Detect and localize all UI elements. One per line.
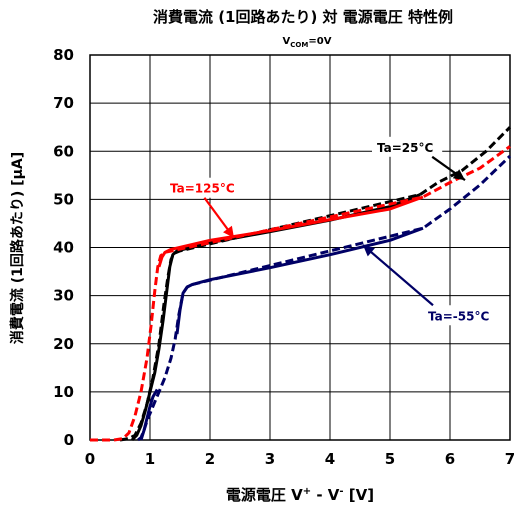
x-tick-label-3: 3 (265, 450, 275, 468)
x-axis-label-prefix: 電源電圧 V (226, 486, 303, 504)
series-ta-minus55-solid-line (139, 388, 159, 441)
annotation-0-arrow-head (223, 225, 234, 238)
x-tick-label-5: 5 (385, 450, 395, 468)
chart-subtitle: VCOM=0V (283, 36, 332, 49)
annotation-2-arrow-line (362, 244, 434, 307)
series-ta125-dashed-line (90, 145, 511, 442)
annotation-2-label: Ta=-55°C (428, 309, 489, 323)
y-tick-label-7: 70 (53, 94, 74, 112)
y-tick-label-3: 30 (53, 287, 74, 305)
chart-subtitle-rest: =0V (308, 36, 331, 47)
chart-subtitle-main: V (283, 36, 291, 47)
annotation-1-arrow-head (452, 169, 465, 181)
annotation-1-label: Ta=25°C (377, 141, 433, 155)
y-tick-label-2: 20 (53, 335, 74, 353)
chart-title: 消費電流 (1回路あたり) 対 電源電圧 特性例 (153, 8, 453, 26)
annotation-0-box (165, 177, 244, 198)
x-axis-label: 電源電圧 V+ - V- [V] (226, 486, 374, 504)
x-tick-label-6: 6 (445, 450, 455, 468)
y-axis-label: 消費電流 (1回路あたり) [μA] (9, 152, 26, 344)
y-tick-label-6: 60 (53, 142, 74, 160)
annotation-2-arrow-head (363, 245, 375, 257)
y-tick-label-0: 0 (64, 431, 74, 449)
x-tick-label-2: 2 (205, 450, 215, 468)
y-tick-label-1: 10 (53, 383, 74, 401)
x-axis-label-mid: - V (311, 486, 340, 504)
y-tick-label-8: 80 (53, 46, 74, 64)
y-tick-label-5: 50 (53, 190, 74, 208)
annotation-2-box (423, 305, 502, 326)
chart-subtitle-sub: COM (290, 41, 308, 49)
x-axis-label-suffix: [V] (344, 486, 375, 504)
x-tick-label-4: 4 (325, 450, 335, 468)
plot-border (89, 54, 511, 441)
x-axis-label-sup2: - (339, 486, 343, 497)
x-tick-label-1: 1 (145, 450, 155, 468)
y-tick-label-4: 40 (53, 239, 74, 257)
series-ta125-solid-line (157, 195, 424, 268)
x-tick-label-0: 0 (85, 450, 95, 468)
x-tick-label-7: 7 (505, 450, 515, 468)
x-axis-label-sup1: + (303, 486, 311, 497)
annotation-0-label: Ta=125°C (170, 182, 235, 196)
annotation-1-box (372, 136, 443, 157)
series-ta-minus55-solid-line-upper (175, 226, 424, 335)
